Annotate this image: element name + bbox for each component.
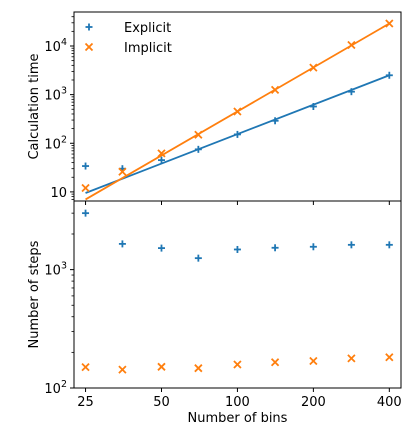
top-point-implicit-d2 xyxy=(118,167,127,176)
top-point-implicit xyxy=(347,40,356,50)
bottom-point-implicit xyxy=(194,364,203,373)
bottom-point-implicit-d2 xyxy=(347,354,356,363)
top-series-explicit xyxy=(82,71,393,194)
top-y-tick-exp: 3 xyxy=(61,86,67,97)
bottom-point-implicit xyxy=(81,363,90,372)
bottom-point-implicit xyxy=(118,365,127,374)
bottom-y-axis-title: Number of steps xyxy=(27,240,42,348)
legend: Explicit Implicit xyxy=(84,21,172,56)
top-point-explicit xyxy=(309,103,317,111)
legend-marker-explicit xyxy=(85,23,93,31)
top-y-tick-label: 102 xyxy=(44,134,67,152)
bottom-point-implicit-d2 xyxy=(194,364,203,373)
bottom-point-implicit-d2 xyxy=(81,363,90,372)
bottom-point-implicit xyxy=(157,362,166,371)
bottom-point-explicit xyxy=(271,244,279,252)
legend-label-explicit: Explicit xyxy=(124,21,171,36)
x-tick-label: 25 xyxy=(77,395,94,410)
top-y-tick-label: 103 xyxy=(44,86,67,104)
top-point-explicit xyxy=(194,145,202,153)
x-tick-label: 50 xyxy=(153,395,170,410)
top-point-implicit xyxy=(385,19,394,28)
top-point-implicit xyxy=(157,149,166,158)
bottom-point-implicit-d2 xyxy=(385,353,394,362)
top-point-explicit xyxy=(347,88,355,96)
top-point-explicit xyxy=(271,117,279,125)
top-point-implicit-d2 xyxy=(81,183,90,193)
top-point-implicit xyxy=(194,130,203,139)
bottom-y-tick-label: 102 xyxy=(44,379,67,397)
bottom-point-explicit xyxy=(233,245,241,253)
bottom-point-explicit xyxy=(385,241,393,249)
top-point-implicit-d2 xyxy=(233,107,242,116)
legend-label-implicit: Implicit xyxy=(124,41,172,56)
bottom-y-tick-label: 103 xyxy=(44,261,67,279)
top-point-implicit xyxy=(118,167,127,176)
top-y-tick-exp: 2 xyxy=(61,134,67,145)
bottom-point-explicit xyxy=(309,243,317,251)
legend-marker-implicit xyxy=(84,42,94,52)
bottom-point-implicit-d2 xyxy=(309,356,318,366)
bottom-point-implicit xyxy=(233,360,242,369)
top-point-implicit-d2 xyxy=(157,149,166,158)
bottom-point-implicit-d2 xyxy=(233,360,242,369)
bottom-point-implicit xyxy=(270,358,280,367)
x-tick-label: 100 xyxy=(225,395,250,410)
x-axis-title: Number of bins xyxy=(188,411,288,426)
bottom-point-implicit-d2 xyxy=(270,358,280,367)
bottom-point-implicit xyxy=(309,356,318,366)
top-y-tick-label: 10 xyxy=(50,186,67,201)
bottom-series-implicit xyxy=(81,353,394,374)
x-tick-label: 200 xyxy=(301,395,326,410)
top-y-tick-exp: 4 xyxy=(61,37,67,48)
top-y-tick-base: 10 xyxy=(50,186,67,201)
bottom-point-explicit xyxy=(82,209,90,217)
bottom-point-implicit xyxy=(385,353,394,362)
top-point-implicit-d2 xyxy=(270,85,280,95)
top-point-explicit xyxy=(157,156,165,164)
top-point-implicit-d2 xyxy=(194,130,203,139)
bottom-point-implicit xyxy=(347,354,356,363)
bottom-point-explicit xyxy=(194,254,202,262)
top-point-implicit-d2 xyxy=(309,63,318,72)
bottom-series-explicit xyxy=(82,209,393,262)
top-point-explicit xyxy=(385,71,393,79)
top-y-tick-base: 10 xyxy=(44,40,61,55)
top-point-explicit xyxy=(233,130,241,138)
bottom-y-tick-base: 10 xyxy=(44,264,61,279)
bottom-point-explicit xyxy=(118,240,126,248)
top-point-implicit-d2 xyxy=(347,40,356,50)
top-point-implicit xyxy=(81,183,90,193)
top-point-explicit xyxy=(82,162,90,170)
top-point-implicit-d2 xyxy=(385,19,394,28)
top-point-implicit xyxy=(270,85,280,95)
bottom-y-tick-exp: 2 xyxy=(61,379,67,390)
top-series-implicit xyxy=(81,19,394,201)
top-y-tick-base: 10 xyxy=(44,137,61,152)
bottom-y-tick-base: 10 xyxy=(44,382,61,397)
x-tick-label: 400 xyxy=(377,395,402,410)
top-point-implicit xyxy=(233,107,242,116)
bottom-point-implicit-d2 xyxy=(118,365,127,374)
bottom-y-tick-exp: 3 xyxy=(61,261,67,272)
top-y-axis-title: Calculation time xyxy=(27,53,42,159)
bottom-point-explicit xyxy=(347,241,355,249)
top-y-tick-base: 10 xyxy=(44,89,61,104)
top-point-implicit xyxy=(309,63,318,72)
bottom-point-implicit-d2 xyxy=(157,362,166,371)
top-y-tick-label: 104 xyxy=(44,37,67,55)
bottom-point-explicit xyxy=(157,244,165,252)
legend-marker-implicit-d2 xyxy=(84,42,94,52)
